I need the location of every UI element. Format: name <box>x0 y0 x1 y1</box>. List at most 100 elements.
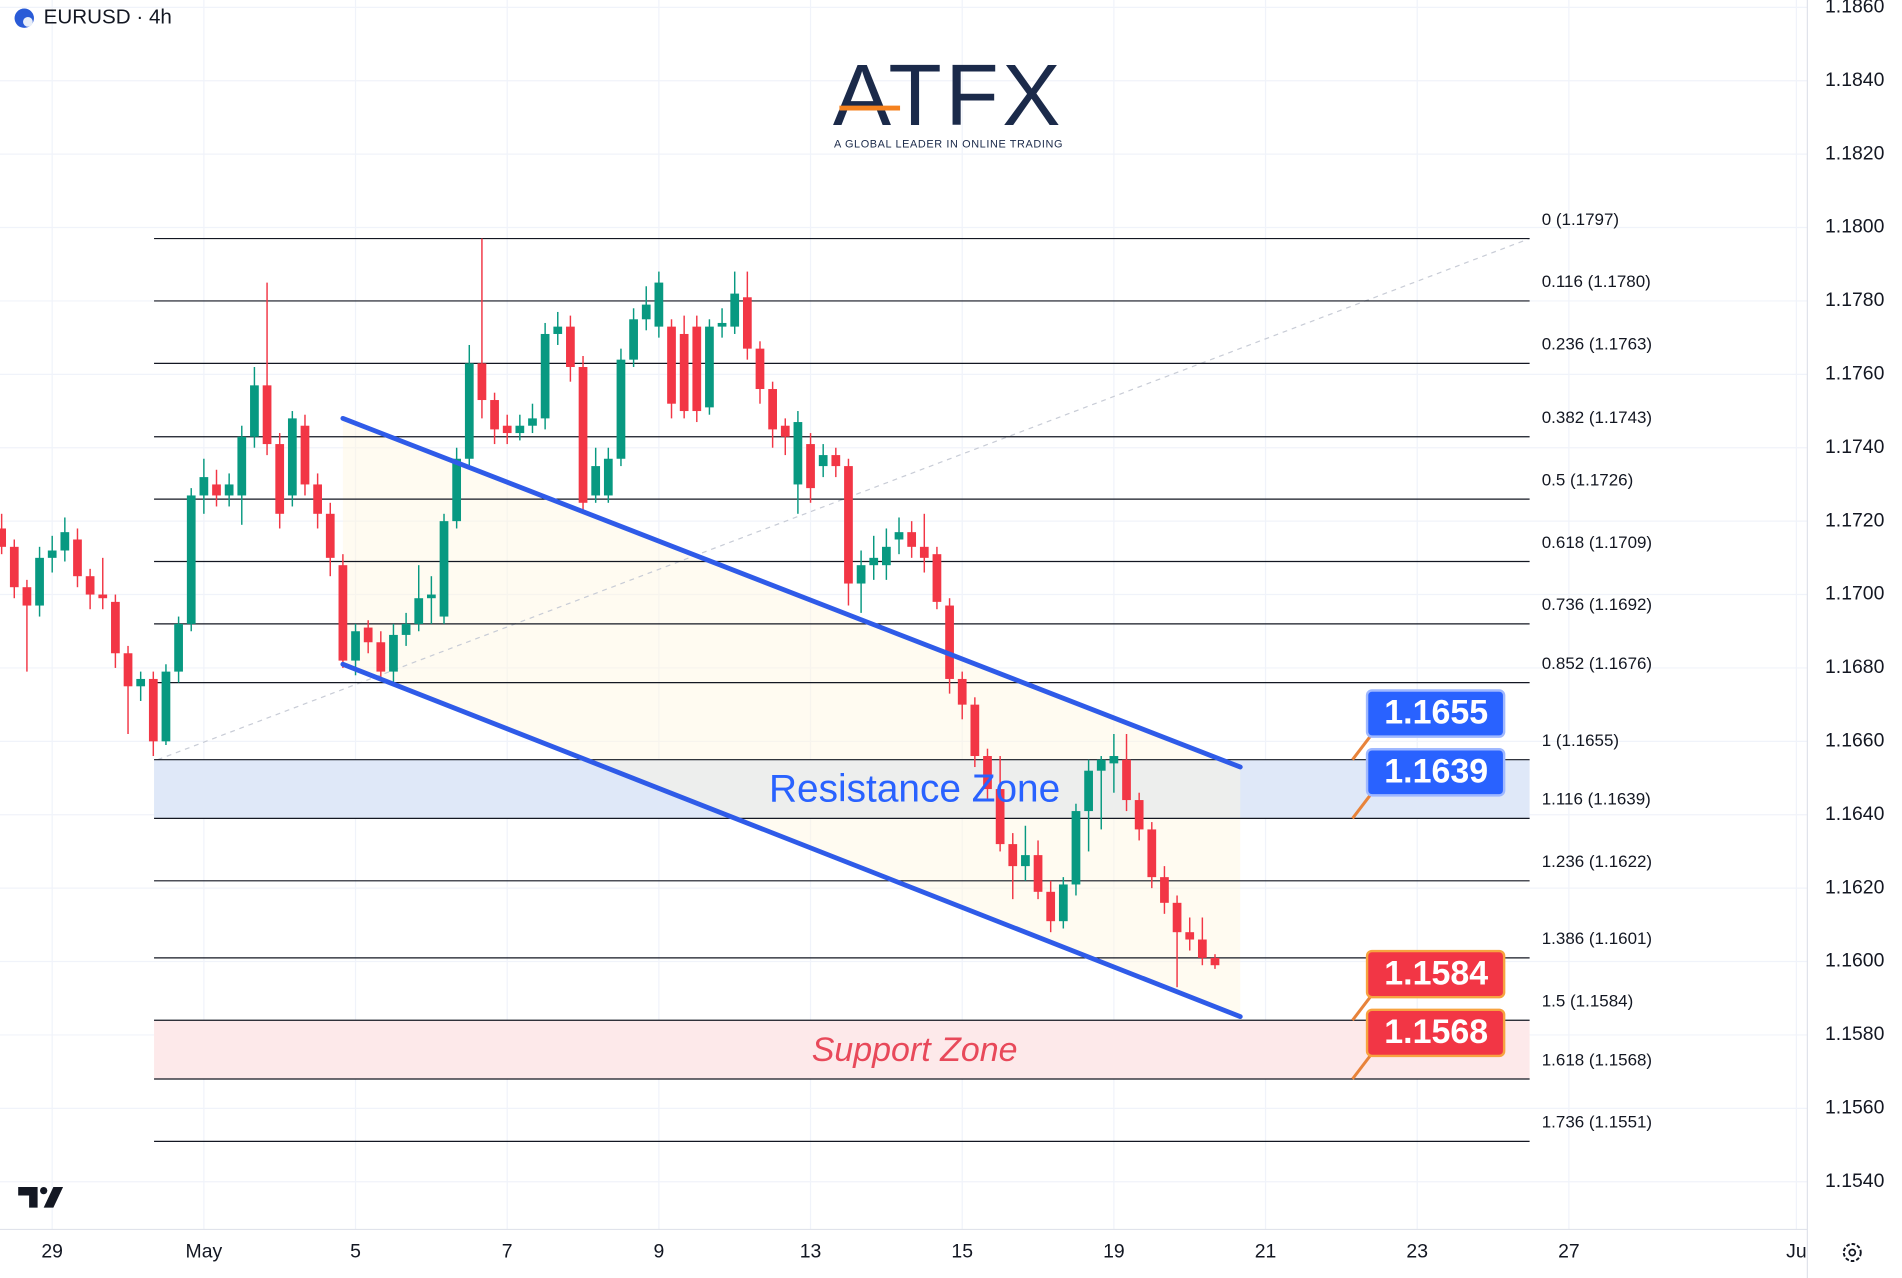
candle-body <box>1008 844 1018 867</box>
candle-body <box>566 326 575 368</box>
fib-label: 0.618 (1.1709) <box>1542 533 1652 552</box>
price-tag-label: 1.1655 <box>1384 694 1488 732</box>
logo-tagline: A GLOBAL LEADER IN ONLINE TRADING <box>834 138 1063 150</box>
tag-pointer <box>1351 733 1374 761</box>
candle-body <box>856 565 866 584</box>
fib-label: 0.116 (1.1780) <box>1542 272 1651 291</box>
symbol-header: EURUSD · 4h <box>14 6 172 29</box>
tag-pointer <box>1351 1052 1374 1080</box>
candle-body <box>490 400 499 430</box>
candle-body <box>1210 957 1220 966</box>
candle-body <box>47 550 57 558</box>
candle-body <box>237 436 247 496</box>
candle-body <box>85 576 95 595</box>
candle-body <box>957 678 967 705</box>
y-tick-label: 1.1840 <box>1825 69 1885 91</box>
candle-body <box>970 704 980 757</box>
candle-body <box>1096 759 1106 771</box>
candle-body <box>603 458 613 496</box>
trendline <box>340 415 1243 770</box>
fib-label: 0.852 (1.1676) <box>1542 654 1652 673</box>
candle-body <box>1071 811 1081 885</box>
y-tick-label: 1.1660 <box>1825 729 1885 751</box>
x-tick-label: May <box>186 1241 223 1263</box>
candle-body <box>0 528 7 547</box>
candle-body <box>679 333 689 412</box>
y-tick-label: 1.1780 <box>1825 289 1885 311</box>
candle-body <box>452 458 462 522</box>
zone <box>154 1020 1530 1079</box>
candle-body <box>1109 756 1119 764</box>
candle-body <box>325 513 335 558</box>
candle-body <box>427 594 436 599</box>
gear-icon[interactable] <box>1842 1243 1862 1262</box>
candle-body <box>882 546 891 566</box>
candle-body <box>692 326 702 412</box>
candle-body <box>907 532 917 547</box>
candle-body <box>667 326 676 404</box>
fib-label: 1.5 (1.1584) <box>1542 992 1633 1011</box>
candle-body <box>9 546 19 588</box>
fib-label: 1.736 (1.1551) <box>1542 1113 1652 1132</box>
y-tick-label: 1.1540 <box>1825 1170 1885 1192</box>
settings-button[interactable] <box>1842 1243 1862 1262</box>
candle-body <box>351 631 360 661</box>
logo-name: ATFX <box>833 46 1064 144</box>
candle-body <box>578 367 588 503</box>
candle-body <box>616 359 626 459</box>
fib-trend-line <box>157 237 1530 761</box>
candle-body <box>300 425 310 485</box>
candle-body <box>515 425 525 434</box>
x-tick-label: 27 <box>1558 1241 1580 1263</box>
candle-body <box>1172 902 1182 933</box>
y-tick-label: 1.1580 <box>1825 1023 1885 1045</box>
x-tick-label: 5 <box>350 1241 361 1263</box>
candle-body <box>250 385 259 437</box>
candle-body <box>983 756 992 790</box>
fib-label: 0.236 (1.1763) <box>1542 335 1652 354</box>
x-tick-label: Ju <box>1786 1241 1806 1263</box>
candle-body <box>1147 829 1157 878</box>
x-tick-label: 23 <box>1406 1241 1428 1263</box>
candle-body <box>22 587 32 606</box>
zone-label: Support Zone <box>812 1031 1018 1069</box>
candle-body <box>1197 939 1207 958</box>
candle-body <box>161 671 171 742</box>
candle-body <box>894 532 904 540</box>
candle-body <box>262 385 272 445</box>
fib-label: 0.736 (1.1692) <box>1542 595 1652 614</box>
gear-icon[interactable] <box>1848 1248 1857 1257</box>
candle-body <box>136 678 146 687</box>
logo: ATFX A GLOBAL LEADER IN ONLINE TRADING <box>833 46 1064 150</box>
price-tag-label: 1.1584 <box>1384 954 1488 992</box>
fib-label: 0.382 (1.1743) <box>1542 408 1652 427</box>
x-tick-label: 9 <box>653 1241 664 1263</box>
candle-body <box>540 333 550 419</box>
candle-body <box>995 789 1005 845</box>
flag-icon <box>23 16 33 27</box>
y-tick-label: 1.1640 <box>1825 803 1885 825</box>
candle-body <box>313 484 322 514</box>
candle-body <box>654 282 664 327</box>
candle-body <box>287 418 297 496</box>
candle-body <box>35 557 44 606</box>
candle-body <box>186 495 196 624</box>
candle-body <box>98 594 108 599</box>
candle-body <box>831 455 841 467</box>
price-tag <box>1365 1008 1506 1058</box>
y-tick-label: 1.1800 <box>1825 216 1885 238</box>
candle-body <box>553 326 563 334</box>
candle-body <box>818 455 828 467</box>
candle-body <box>1084 770 1093 812</box>
candle-body <box>414 598 424 624</box>
candle-body <box>275 444 285 514</box>
candle-body <box>780 425 790 437</box>
candle-body <box>1134 800 1144 830</box>
channel-fill <box>342 418 1241 1017</box>
candle-body <box>123 653 133 687</box>
y-tick-label: 1.1600 <box>1825 950 1885 972</box>
tradingview-logo <box>18 1186 64 1208</box>
price-tag-label: 1.1568 <box>1384 1013 1488 1051</box>
candle-body <box>705 326 714 408</box>
